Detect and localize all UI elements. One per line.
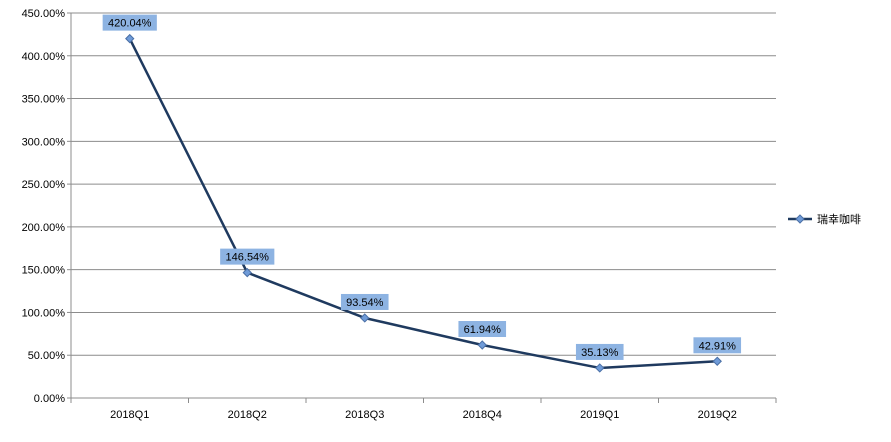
- x-tick-label: 2018Q2: [228, 409, 267, 421]
- x-tick-label: 2018Q3: [345, 409, 384, 421]
- data-label-box: [220, 248, 275, 265]
- series-line: [125, 33, 722, 373]
- x-tick-label: 2018Q4: [463, 409, 502, 421]
- data-point-marker: [712, 356, 722, 366]
- y-tick-label: 300.00%: [22, 136, 66, 148]
- data-labels: 420.04% 146.54% 93.54% 61.94% 35.13% 42.91%: [102, 14, 742, 360]
- data-label-box: [102, 14, 157, 31]
- data-label: 146.54%: [220, 248, 275, 265]
- data-label-text: 61.94%: [464, 324, 502, 336]
- axes: 0.00% 50.00% 100.00% 150.00% 200.00% 250.00% 3…: [22, 8, 777, 421]
- data-label-box: [575, 343, 624, 360]
- data-label-text: 35.13%: [581, 347, 619, 359]
- legend-label: 瑞幸咖啡: [817, 212, 861, 226]
- x-tick-label: 2019Q1: [580, 409, 619, 421]
- series-line-path: [128, 38, 718, 370]
- y-tick-label: 200.00%: [22, 222, 66, 234]
- data-label-text: 93.54%: [346, 297, 384, 309]
- y-tick-label: 0.00%: [34, 393, 65, 405]
- data-label-box: [458, 321, 507, 338]
- x-tick-label: 2019Q2: [698, 409, 737, 421]
- y-tick-label: 100.00%: [22, 307, 66, 319]
- data-label: 93.54%: [340, 293, 389, 310]
- y-tick-label: 350.00%: [22, 94, 66, 106]
- data-point-marker: [595, 363, 605, 373]
- gridlines: [71, 12, 776, 356]
- y-tick-label: 50.00%: [28, 350, 66, 362]
- data-label: 42.91%: [693, 337, 742, 354]
- data-label-text: 420.04%: [108, 18, 152, 30]
- data-label: 35.13%: [575, 343, 624, 360]
- legend: 瑞幸咖啡: [788, 212, 861, 226]
- y-tick-label: 400.00%: [22, 51, 66, 63]
- data-point-marker: [125, 33, 135, 44]
- data-label-text: 146.54%: [226, 252, 270, 264]
- data-point-marker: [360, 313, 370, 323]
- data-label-box: [340, 293, 389, 310]
- data-point-marker: [477, 340, 487, 350]
- y-tick-label: 250.00%: [22, 179, 66, 191]
- y-tick-label: 450.00%: [22, 8, 66, 20]
- data-label-box: [693, 337, 742, 354]
- data-label: 420.04%: [102, 14, 157, 31]
- legend-marker-swatch: [795, 214, 805, 224]
- data-point-marker: [242, 267, 252, 278]
- y-tick-label: 150.00%: [22, 265, 66, 277]
- data-label: 61.94%: [458, 321, 507, 338]
- x-tick-label: 2018Q1: [110, 409, 149, 421]
- data-label-text: 42.91%: [699, 340, 737, 352]
